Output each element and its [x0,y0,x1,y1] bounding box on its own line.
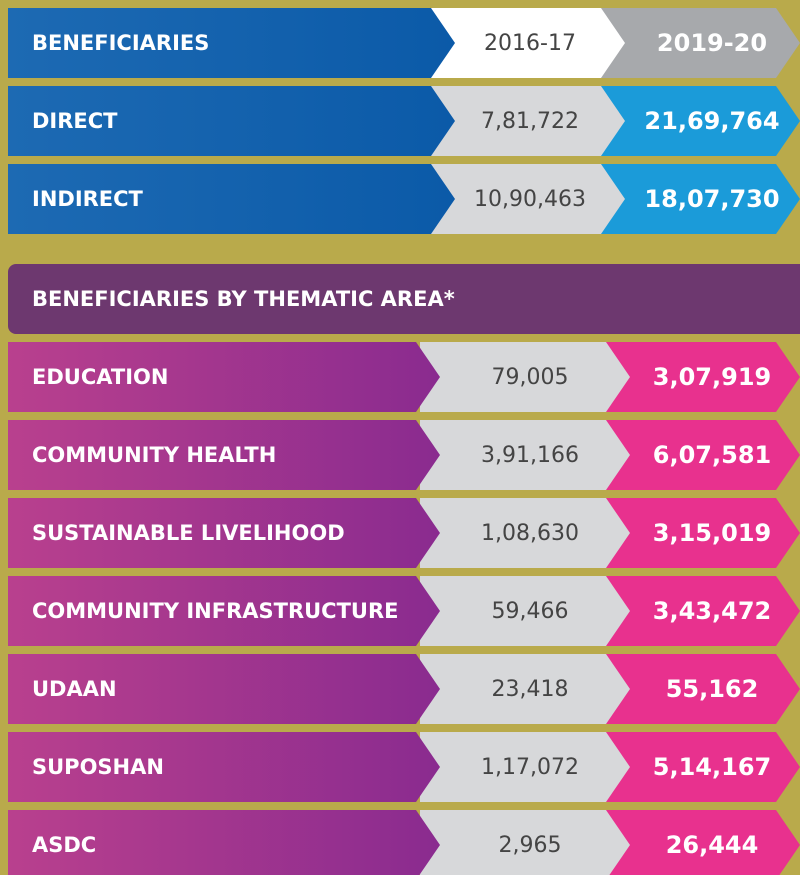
label-cell [8,420,440,490]
row-label: BENEFICIARIES [32,31,209,55]
col2-value: 3,07,919 [653,363,771,391]
col1-cell [420,86,625,156]
col2-cell [605,732,800,802]
section-header [8,264,800,334]
col1-value: 2,965 [499,833,562,858]
col1-value: 79,005 [492,365,569,390]
col2-value: 26,444 [666,831,759,859]
col1-cell [420,732,630,802]
col2-value: 55,162 [666,675,759,703]
label-cell [8,8,455,78]
row-label: COMMUNITY HEALTH [32,443,276,467]
label-cell [8,342,440,412]
row-label: SUSTAINABLE LIVELIHOOD [32,521,345,545]
col2-cell [605,654,800,724]
label-cell [8,576,440,646]
row-label: COMMUNITY INFRASTRUCTURE [32,599,398,623]
row-label: ASDC [32,833,96,857]
label-cell [8,86,455,156]
label-cell [8,810,440,875]
col2-value: 6,07,581 [653,441,771,469]
col1-value: 10,90,463 [474,187,586,212]
col2-cell [605,498,800,568]
col1-value: 7,81,722 [481,109,579,134]
col2-cell [605,576,800,646]
col2-value: 18,07,730 [644,185,779,213]
col1-cell [420,420,630,490]
row-label: SUPOSHAN [32,755,164,779]
col1-cell [420,654,630,724]
col2-cell [605,810,800,875]
col1-value: 59,466 [492,599,569,624]
col1-cell [420,8,625,78]
row-label: EDUCATION [32,365,168,389]
col2-cell [600,164,800,234]
col2-value: 3,15,019 [653,519,771,547]
col2-value: 5,14,167 [653,753,771,781]
col2-cell [600,86,800,156]
label-cell [8,164,455,234]
col1-cell [420,576,630,646]
label-cell [8,654,440,724]
col1-value: 1,08,630 [481,521,579,546]
col1-value: 3,91,166 [481,443,579,468]
label-cell [8,498,440,568]
section-title: BENEFICIARIES BY THEMATIC AREA* [32,287,455,311]
label-cell [8,732,440,802]
row-label: UDAAN [32,677,117,701]
row-label: DIRECT [32,109,118,133]
col1-value: 1,17,072 [481,755,579,780]
col2-value: 2019-20 [657,29,767,57]
col2-cell [600,8,800,78]
col1-cell [420,342,630,412]
row-label: INDIRECT [32,187,144,211]
col1-cell [420,498,630,568]
col2-cell [605,342,800,412]
col2-cell [605,420,800,490]
col2-value: 3,43,472 [653,597,771,625]
col1-value: 23,418 [492,677,569,702]
col2-value: 21,69,764 [644,107,779,135]
col1-value: 2016-17 [484,31,576,56]
col1-cell [420,810,630,875]
col1-cell [420,164,625,234]
